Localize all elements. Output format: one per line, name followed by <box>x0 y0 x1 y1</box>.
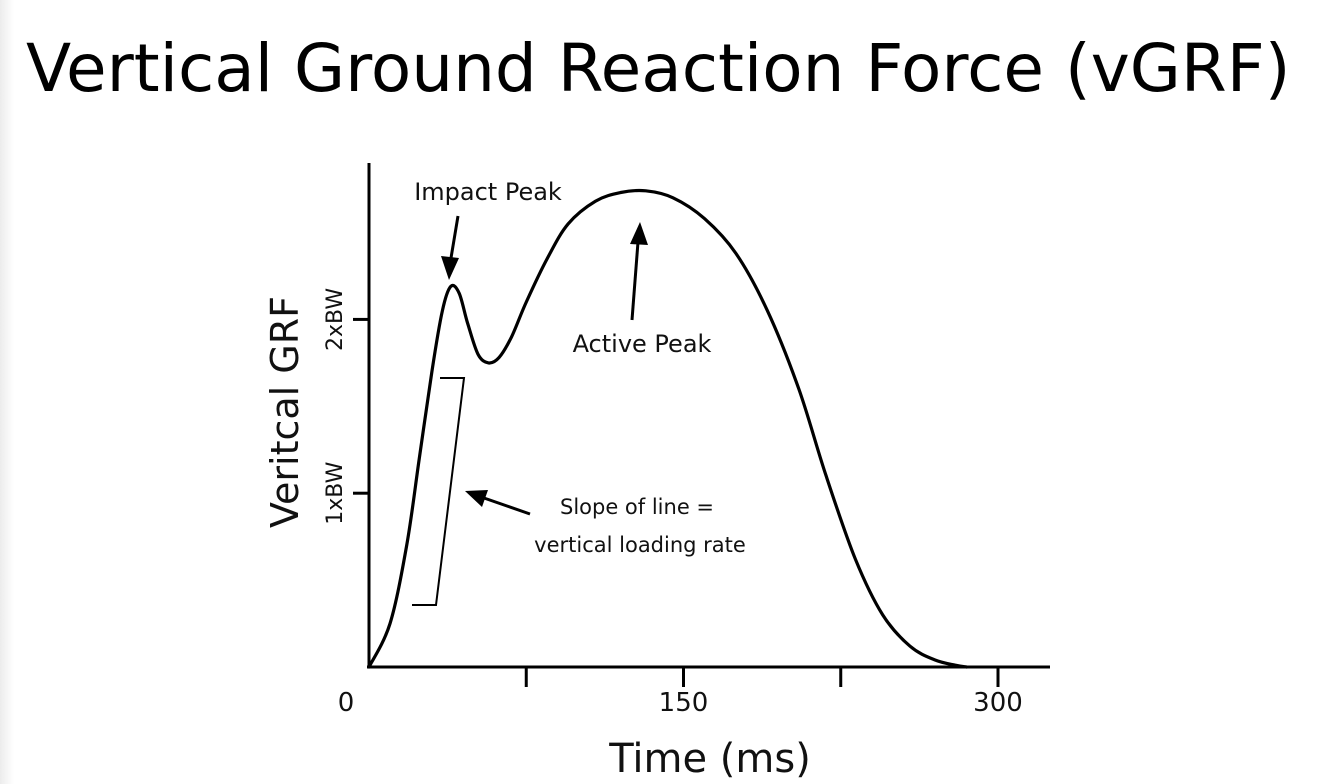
loading-rate-bracket <box>412 377 466 606</box>
loading-rate-text-line2: vertical loading rate <box>534 533 746 557</box>
x-tick-label: 150 <box>659 688 709 718</box>
x-axis-label: Time (ms) <box>608 736 811 782</box>
impact-peak-label: Impact Peak <box>414 178 562 206</box>
x-tick-label: 0 <box>338 688 355 718</box>
slide-title: Vertical Ground Reaction Force (vGRF) <box>26 30 1291 107</box>
slide-edge-shade <box>0 0 14 784</box>
loading-rate-arrow <box>465 490 531 516</box>
y-tick-label: 1xBW <box>323 461 348 524</box>
active-peak-label: Active Peak <box>573 330 712 358</box>
y-axis-label: Veritcal GRF <box>263 296 307 528</box>
vgrf-curve <box>367 188 969 669</box>
x-tick-label: 300 <box>973 688 1023 718</box>
impact-peak-arrow <box>441 215 460 280</box>
active-peak-arrow <box>630 222 648 321</box>
loading-rate-text-line1: Slope of line = <box>560 495 714 519</box>
y-tick-label: 2xBW <box>323 288 348 351</box>
